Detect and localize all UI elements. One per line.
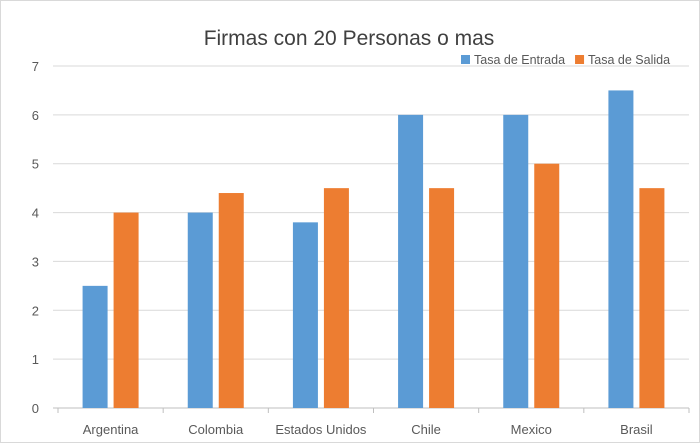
bar-entrada-colombia — [187, 212, 213, 408]
legend-swatch — [575, 55, 585, 64]
bar-entrada-brasil — [608, 90, 634, 408]
bar-salida-argentina — [113, 212, 139, 408]
x-tick-label: Colombia — [188, 422, 244, 437]
bar-entrada-mexico — [503, 114, 529, 408]
bar-salida-estados-unidos — [323, 188, 349, 408]
bar-salida-mexico — [534, 163, 560, 408]
x-tick-label: Mexico — [511, 422, 552, 437]
y-tick-label: 3 — [32, 254, 39, 269]
bar-entrada-chile — [398, 114, 424, 408]
x-tick-label: Estados Unidos — [275, 422, 367, 437]
bar-salida-chile — [429, 188, 455, 408]
y-tick-label: 2 — [32, 303, 39, 318]
y-tick-label: 0 — [32, 401, 39, 416]
y-tick-label: 6 — [32, 108, 39, 123]
x-tick-label: Chile — [411, 422, 441, 437]
bar-entrada-estados-unidos — [292, 222, 318, 408]
y-tick-label: 7 — [32, 59, 39, 74]
x-tick-label: Argentina — [83, 422, 139, 437]
y-tick-label: 5 — [32, 157, 39, 172]
legend-swatch — [461, 55, 470, 64]
bar-salida-colombia — [218, 193, 244, 408]
y-tick-label: 4 — [32, 206, 39, 221]
y-tick-label: 1 — [32, 352, 39, 367]
chart-title: Firmas con 20 Personas o mas — [204, 27, 495, 50]
bar-salida-brasil — [639, 188, 665, 408]
legend-label: Tasa de Entrada — [474, 53, 565, 67]
x-tick-label: Brasil — [620, 422, 653, 437]
legend-label: Tasa de Salida — [588, 53, 670, 67]
bar-entrada-argentina — [82, 285, 108, 408]
